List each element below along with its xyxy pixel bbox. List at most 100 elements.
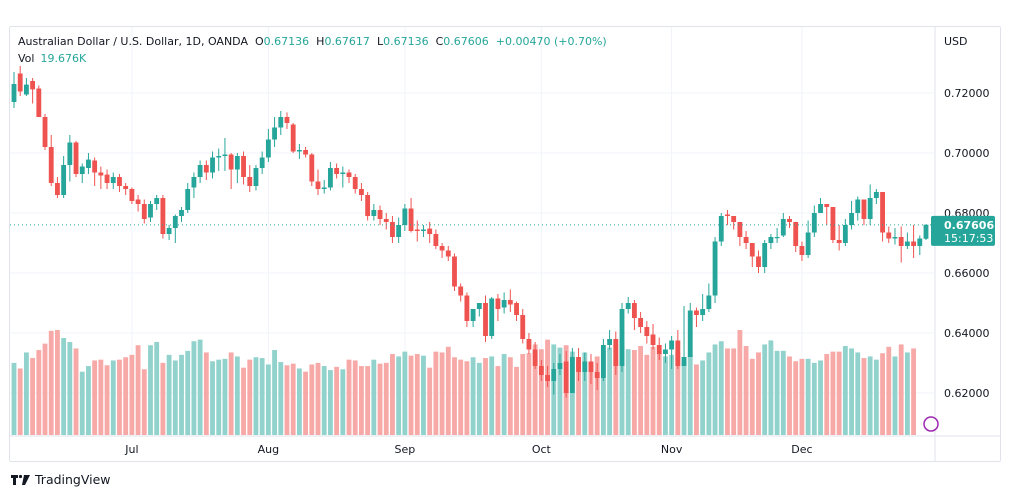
volume-bar [334,366,340,435]
candle-body [371,210,377,216]
candle-body [203,165,209,173]
volume-bar [197,339,203,435]
volume-bar [861,358,867,435]
volume-bar [303,371,309,435]
volume-bar [439,352,445,435]
volume-bar [904,352,910,435]
volume-legend: Vol 19.676K [18,52,86,65]
candle-body [613,339,619,366]
candle-body [830,207,836,240]
volume-bar [160,362,166,435]
tradingview-logo-icon [11,474,30,485]
volume-bar [867,356,873,435]
volume-bar [352,360,358,435]
candle-body [383,219,389,222]
candle-body [557,363,563,369]
candle-body [79,166,85,174]
volume-bar [42,343,48,435]
candle-body [495,298,501,309]
candle-body [377,210,383,219]
volume-bar [849,348,854,435]
candle-body [805,232,811,255]
y-tick-label: 0.62000 [944,387,990,400]
y-tick-label: 0.66000 [944,267,990,280]
candle-body [458,286,464,296]
candle-body [321,187,327,189]
volume-bar [725,348,730,435]
x-tick-label: Nov [661,443,683,456]
volume-bar [898,344,904,435]
volume-bar [520,354,526,435]
candle-body [476,303,482,309]
volume-bar [179,354,184,435]
volume-bar [569,351,575,435]
symbol-title: Australian Dollar / U.S. Dollar, 1D, OAN… [18,35,248,48]
volume-bar [669,354,675,435]
candle-body [284,117,290,123]
candle-body [129,189,135,201]
volume-bar [607,347,613,435]
candle-body [427,228,433,234]
candle-body [234,156,240,170]
candle-body [303,150,309,155]
candle-body [470,309,476,321]
event-marker-icon[interactable] [923,416,939,432]
x-tick-label: Jul [124,443,138,456]
candle-body [464,295,470,321]
candle-body [439,246,445,251]
candle-body [359,189,364,195]
candle-body [756,256,761,267]
candle-body [191,177,197,188]
last-price-value: 0.67606 [944,219,994,232]
tradingview-brand[interactable]: TradingView [11,472,111,487]
volume-bar [588,362,594,435]
candle-body [141,204,147,219]
candle-body [855,199,861,213]
candle-body [867,198,873,219]
candle-body [23,84,29,95]
y-tick-label: 0.72000 [944,87,990,100]
candle-body [538,366,544,375]
volume-bar [73,348,79,435]
candle-body [787,219,792,222]
volume-bar [36,350,42,435]
bar-countdown: 15:17:53 [944,232,993,245]
volume-bar [86,366,91,435]
y-tick-label: 0.64000 [944,327,990,340]
candle-body [123,186,129,189]
volume-bar [408,355,414,435]
y-tick-label: 0.70000 [944,147,990,160]
candle-body [607,339,613,345]
candle-body [222,154,228,156]
candle-body [836,240,842,243]
last-price-badge [931,215,995,246]
candle-body [340,172,346,174]
volume-bar [818,360,823,435]
x-tick-label: Aug [258,443,279,456]
candle-body [638,318,644,327]
volume-bar [613,344,619,435]
change-value: +0.00470 (+0.70%) [495,35,607,48]
candle-body [30,81,36,90]
candle-body [445,250,451,257]
volume-bar [365,366,371,435]
volume-bar [694,364,699,435]
volume-bar [315,362,321,435]
candlestick-chart[interactable]: USD0.720000.700000.680000.660000.640000.… [10,27,1000,461]
volume-bar [687,354,693,435]
candle-body [799,246,805,255]
volume-bar [483,358,488,435]
volume-bar [55,330,60,435]
candle-body [551,369,557,381]
volume-bar [445,346,451,435]
candle-body [861,199,867,219]
volume-bar [247,359,253,435]
close-value: 0.67606 [443,35,489,48]
candle-body [452,256,457,287]
candle-body [588,361,594,372]
candle-body [148,204,153,218]
volume-bar [427,367,433,435]
candle-body [873,192,879,198]
volume-bar [383,362,389,435]
volume-bar [117,359,122,435]
